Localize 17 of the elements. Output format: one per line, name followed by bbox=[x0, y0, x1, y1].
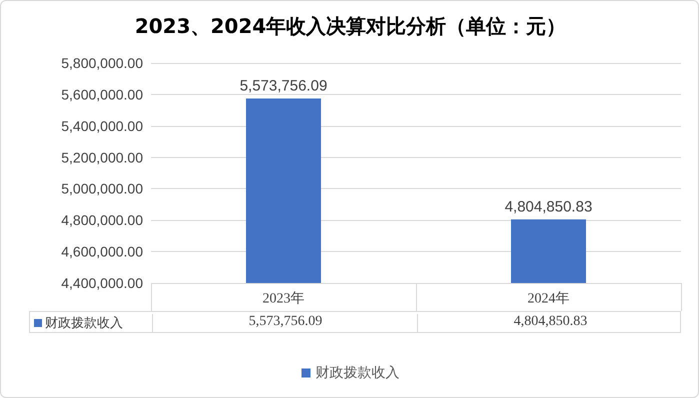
x-tick-label: 2024年 bbox=[528, 290, 570, 306]
y-tick-label: 4,800,000.00 bbox=[61, 212, 144, 228]
y-tick-label: 4,600,000.00 bbox=[61, 244, 144, 260]
text: 财政拨款收入 bbox=[45, 316, 123, 331]
text: 4,804,850.83 bbox=[504, 198, 592, 216]
data-label: 4,804,850.83 bbox=[417, 314, 683, 332]
y-tick-label: 5,600,000.00 bbox=[61, 86, 144, 102]
y-tick-label: 5,400,000.00 bbox=[61, 118, 144, 134]
y-tick-label: 4,400,000.00 bbox=[61, 275, 144, 291]
y-tick-label: 5,200,000.00 bbox=[61, 149, 144, 166]
chart-title: 2023、2024年收入决算对比分析（单位：元） bbox=[134, 14, 566, 38]
data-label: 5,573,756.09 bbox=[152, 314, 418, 332]
x-tick-label: 2023年 bbox=[262, 290, 304, 306]
y-tick-label: 5,800,000.00 bbox=[61, 55, 144, 71]
y-tick-label: 5,000,000.00 bbox=[61, 180, 144, 197]
text: 5,573,756.09 bbox=[240, 78, 328, 95]
legend-label: 财政拨款收入 bbox=[316, 365, 400, 381]
